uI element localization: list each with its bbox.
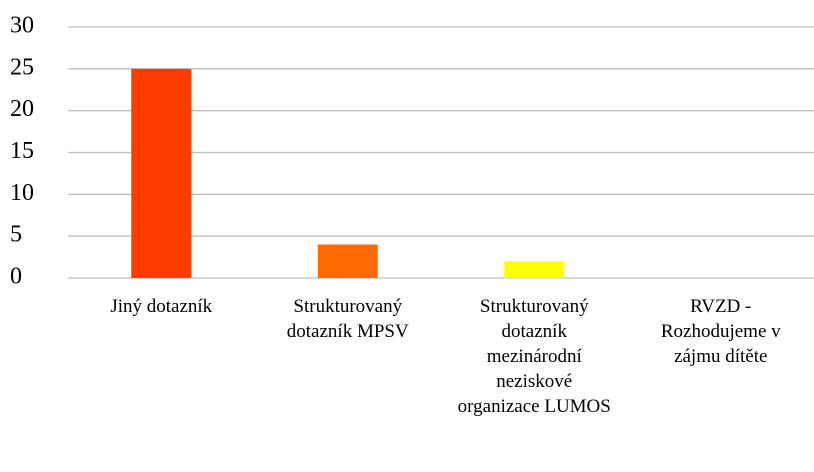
y-tick-label: 15 <box>10 138 34 164</box>
bar <box>317 244 378 278</box>
x-tick-label: RVZD - Rozhodujeme v zájmu dítěte <box>660 296 781 367</box>
y-tick-label: 25 <box>10 54 34 80</box>
x-tick-label: Jiný dotazník <box>110 296 213 317</box>
bar <box>504 261 565 278</box>
y-tick-label: 0 <box>10 264 22 290</box>
y-tick-label: 20 <box>10 96 34 122</box>
bar <box>131 68 192 278</box>
x-tick-label: Strukturovaný dotazník mezinárodní nezis… <box>457 296 611 417</box>
y-tick-label: 30 <box>10 13 34 39</box>
x-tick-label: Strukturovaný dotazník MPSV <box>286 296 409 342</box>
y-tick-label: 10 <box>10 180 34 206</box>
y-tick-label: 5 <box>10 222 22 248</box>
